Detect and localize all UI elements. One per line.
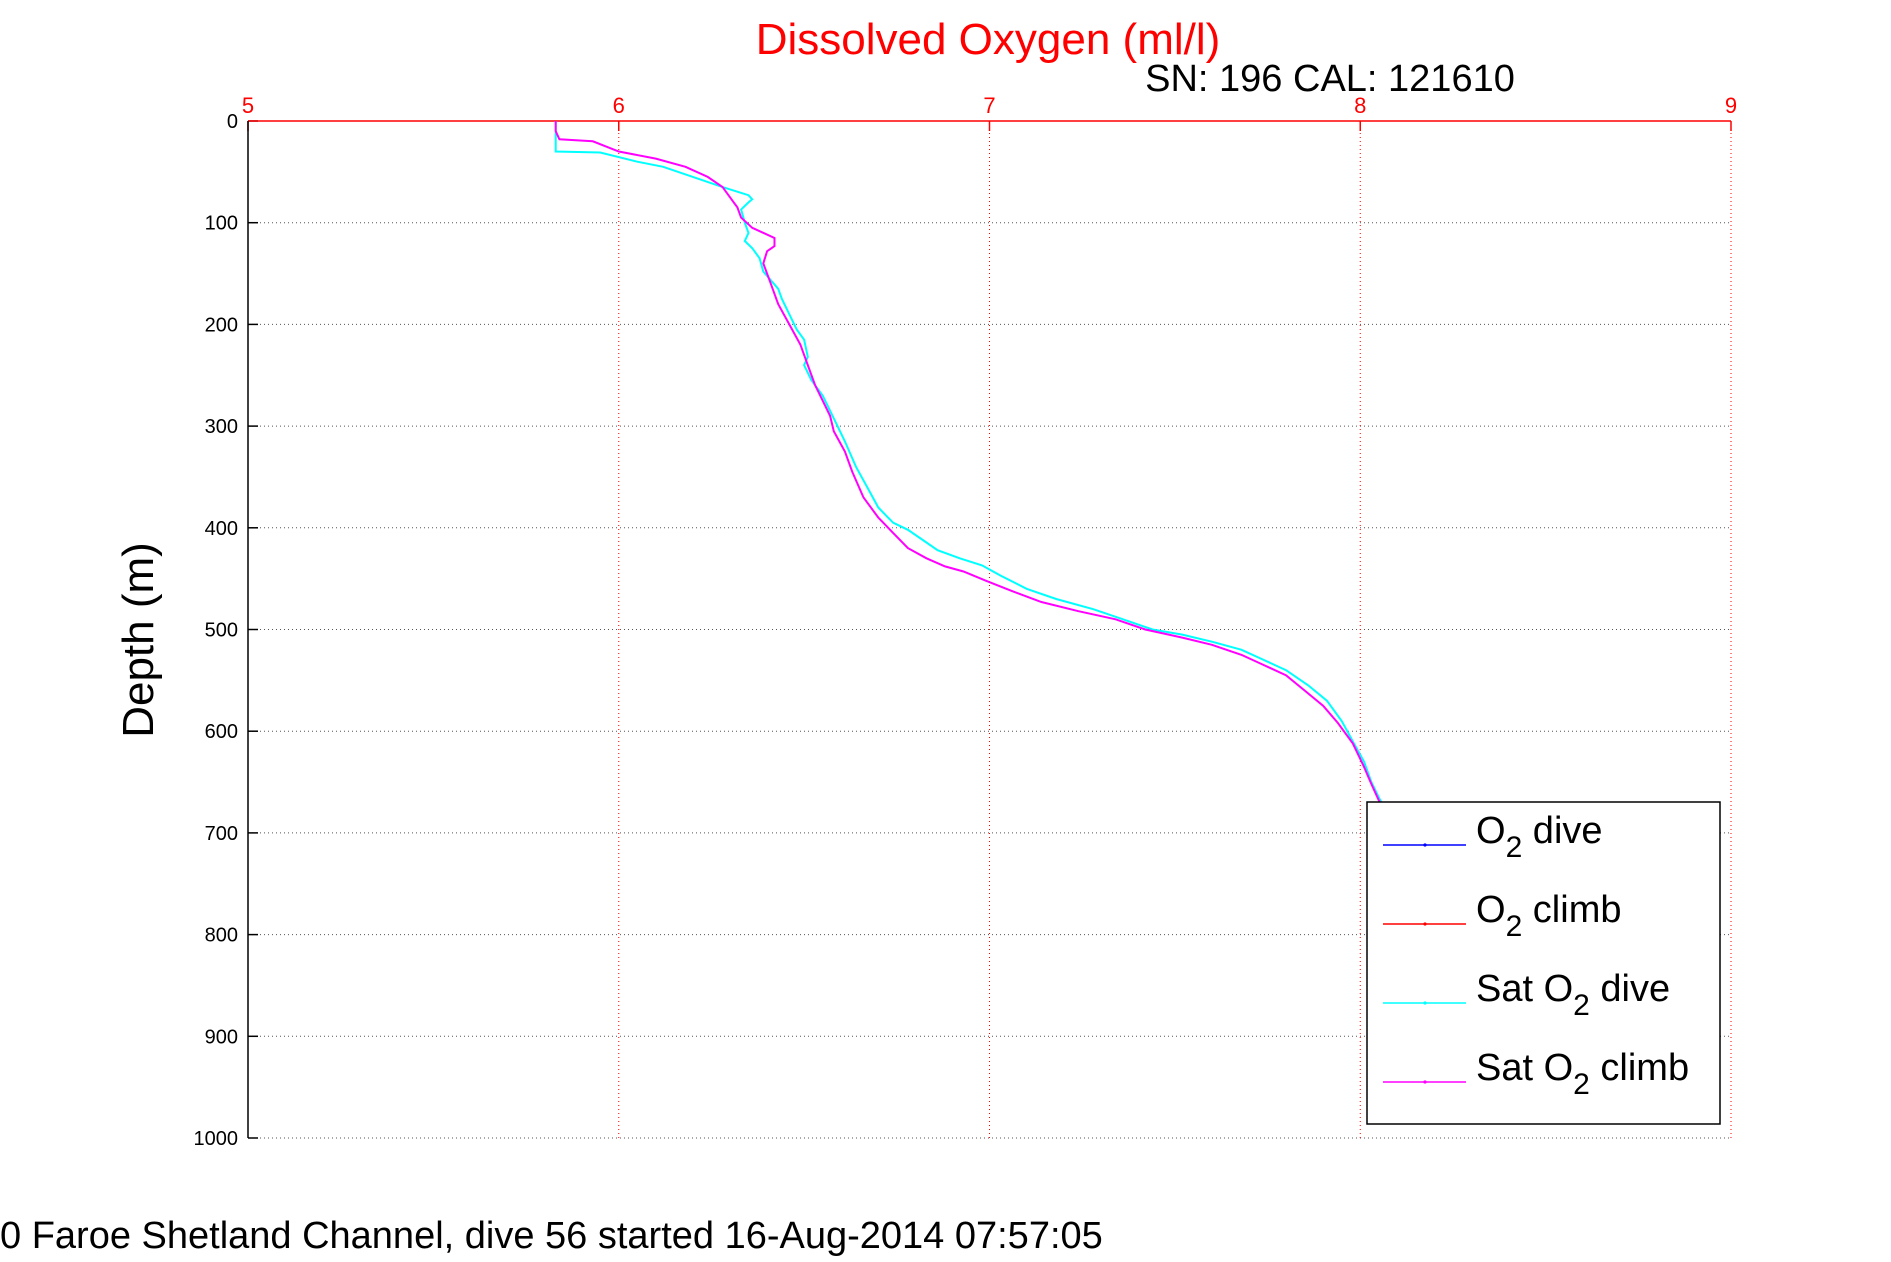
series-group <box>554 121 1384 808</box>
legend-marker <box>1423 922 1427 926</box>
legend-label: Sat O2 dive <box>1476 968 1670 1022</box>
legend-marker <box>1423 843 1427 847</box>
x-tick-label: 8 <box>1354 93 1366 118</box>
y-tick-label: 800 <box>205 925 238 947</box>
y-tick-label: 600 <box>205 721 238 743</box>
legend: O2 dive O2 climb Sat O2 dive Sat O2 climb <box>1366 801 1721 1125</box>
legend-box <box>1366 801 1721 1125</box>
chart-title: Dissolved Oxygen (ml/l) <box>756 15 1221 64</box>
y-tick-label: 200 <box>205 314 238 336</box>
y-axis-label: Depth (m) <box>114 542 163 738</box>
x-tick-label: 7 <box>983 93 995 118</box>
y-tick-label: 300 <box>205 416 238 438</box>
axes: 0 100 200 300 400 500 600 700 800 900 1000 5 6 7 8 9 <box>194 93 1738 1150</box>
series-line-sat-o-2-dive <box>554 121 1384 805</box>
chart-subtitle: SN: 196 CAL: 121610 <box>1145 58 1515 100</box>
legend-label: O2 dive <box>1476 810 1603 864</box>
y-tick-label: 900 <box>205 1026 238 1048</box>
y-tick-label: 500 <box>205 620 238 642</box>
legend-label: O2 climb <box>1476 889 1621 943</box>
footer-caption: 0 Faroe Shetland Channel, dive 56 starte… <box>0 1215 1103 1257</box>
legend-marker <box>1423 1001 1427 1005</box>
y-tick-label: 400 <box>205 518 238 540</box>
x-tick-label: 6 <box>613 93 625 118</box>
y-tick-label: 700 <box>205 823 238 845</box>
y-tick-label: 0 <box>227 111 238 133</box>
series-line-sat-o-2-climb <box>554 121 1384 808</box>
x-tick-label: 5 <box>242 93 254 118</box>
y-tick-label: 1000 <box>194 1128 239 1150</box>
legend-items: O2 dive O2 climb Sat O2 dive Sat O2 climb <box>1383 810 1689 1101</box>
legend-label: Sat O2 climb <box>1476 1047 1689 1101</box>
y-tick-label: 100 <box>205 213 238 235</box>
legend-marker <box>1423 1080 1427 1084</box>
x-tick-label: 9 <box>1725 93 1737 118</box>
